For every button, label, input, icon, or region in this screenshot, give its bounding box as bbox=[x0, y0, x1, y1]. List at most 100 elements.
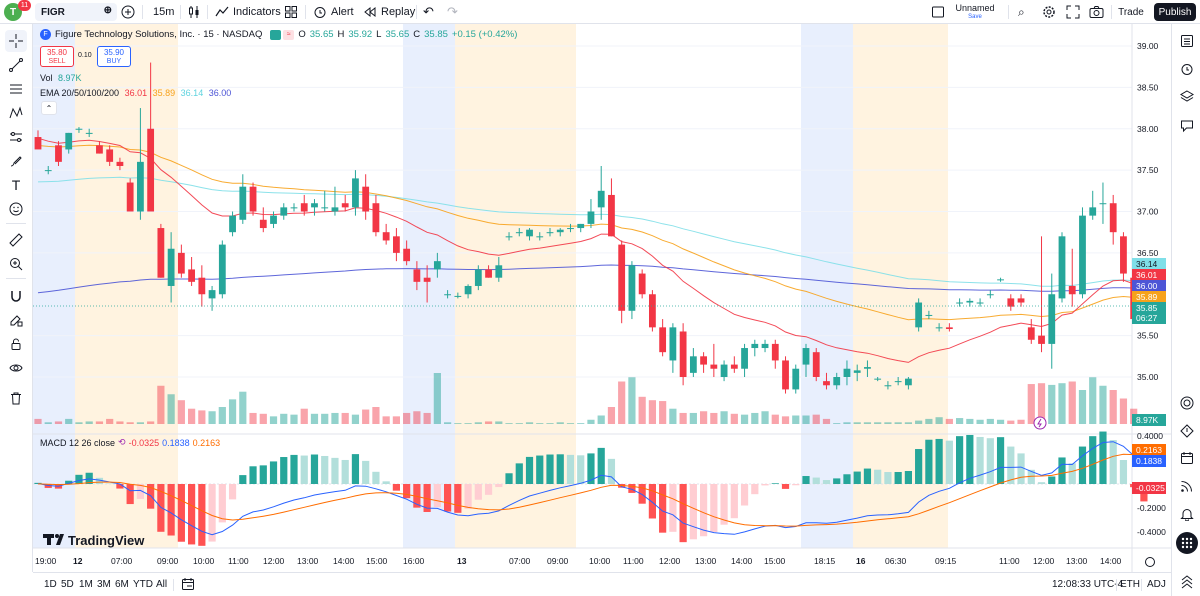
range-all[interactable]: All bbox=[156, 579, 168, 590]
candle bbox=[495, 257, 503, 282]
quick-search-button[interactable]: ⌕ bbox=[1018, 3, 1025, 21]
news-button[interactable] bbox=[1176, 475, 1198, 497]
trade-button[interactable]: Trade bbox=[1118, 6, 1144, 18]
volume-bar bbox=[423, 412, 431, 424]
ruler-tool[interactable] bbox=[5, 229, 27, 251]
candle bbox=[567, 223, 574, 233]
alerts-panel-button[interactable] bbox=[1176, 58, 1198, 80]
templates-button[interactable] bbox=[284, 3, 298, 21]
session-toggle[interactable]: ETH bbox=[1120, 579, 1140, 590]
buy-button[interactable]: 35.90 BUY bbox=[97, 46, 131, 67]
chart-type-button[interactable] bbox=[187, 3, 201, 21]
interval-button[interactable]: 15m bbox=[153, 3, 174, 21]
zoom-tool[interactable] bbox=[5, 253, 27, 275]
object-tree-button[interactable] bbox=[1176, 86, 1198, 108]
candle-body bbox=[341, 203, 349, 208]
ideas-button[interactable] bbox=[1176, 420, 1198, 442]
candle bbox=[65, 132, 73, 154]
sell-button[interactable]: 35.80 SELL bbox=[40, 46, 74, 67]
adjustment-toggle[interactable]: ADJ bbox=[1147, 579, 1166, 590]
watchlist-button[interactable] bbox=[1176, 30, 1198, 52]
candle-body bbox=[413, 269, 421, 282]
chart-area[interactable]: 39.00 38.50 38.00 37.50 37.00 36.50 35.50 35.00… bbox=[33, 24, 1171, 572]
target-button[interactable] bbox=[1176, 392, 1198, 414]
axis-settings-button[interactable] bbox=[1145, 557, 1155, 567]
volume-bar bbox=[822, 418, 831, 424]
compare-button[interactable] bbox=[121, 3, 135, 21]
macd-histogram-bar bbox=[1068, 463, 1076, 484]
layout-checkbox[interactable] bbox=[931, 3, 945, 21]
user-avatar[interactable]: T bbox=[4, 3, 22, 21]
text-tool[interactable]: T bbox=[5, 174, 27, 196]
range-ytd[interactable]: YTD bbox=[133, 579, 153, 590]
range-1d[interactable]: 1D bbox=[44, 579, 57, 590]
help-button[interactable] bbox=[1176, 571, 1198, 593]
stay-drawing-tool[interactable] bbox=[5, 309, 27, 331]
forecast-tool[interactable] bbox=[5, 126, 27, 148]
range-5d[interactable]: 5D bbox=[61, 579, 74, 590]
macd-histogram-bar bbox=[228, 484, 237, 500]
collapse-legend-button[interactable]: ⌃ bbox=[41, 101, 57, 115]
range-1m[interactable]: 1M bbox=[79, 579, 93, 590]
magnet-tool[interactable] bbox=[5, 285, 27, 307]
calendar-button[interactable] bbox=[1176, 447, 1198, 469]
macd-legend[interactable]: MACD 12 26 close ⟲ -0.0325 0.1838 0.2163 bbox=[40, 437, 220, 448]
ema-legend[interactable]: EMA 20/50/100/200 36.01 35.89 36.14 36.0… bbox=[40, 88, 231, 98]
volume-bar bbox=[976, 419, 984, 424]
scroll-to-realtime-button[interactable] bbox=[1033, 416, 1047, 430]
volume-bar bbox=[884, 422, 892, 424]
macd-axis[interactable]: 0.4000 -0.2000 -0.4000 bbox=[1137, 431, 1166, 537]
snapshot-button[interactable] bbox=[1089, 3, 1104, 21]
symbol-title[interactable]: Figure Technology Solutions, Inc. · 15 ·… bbox=[55, 29, 263, 40]
clock-display[interactable]: 12:08:33 UTC-4 bbox=[1052, 579, 1124, 590]
fullscreen-button[interactable] bbox=[1066, 3, 1080, 21]
redo-button[interactable]: ↷ bbox=[447, 3, 458, 21]
settings-button[interactable] bbox=[1042, 3, 1056, 21]
candle bbox=[597, 165, 605, 220]
volume-bar bbox=[228, 399, 237, 424]
indicators-button[interactable]: Indicators bbox=[215, 3, 281, 21]
candle-body bbox=[116, 161, 124, 166]
volume-bar bbox=[382, 416, 390, 424]
brush-tool[interactable] bbox=[5, 150, 27, 172]
volume-bar bbox=[310, 413, 319, 424]
candle-body bbox=[536, 236, 544, 238]
tradingview-watermark[interactable]: TradingView bbox=[43, 525, 145, 548]
candle bbox=[280, 203, 288, 220]
hide-drawings-tool[interactable] bbox=[5, 357, 27, 379]
price-axis[interactable]: 39.00 38.50 38.00 37.50 37.00 36.50 35.50 35.00 bbox=[1137, 41, 1159, 382]
delete-tool[interactable] bbox=[5, 387, 27, 409]
publish-button[interactable]: Publish bbox=[1154, 3, 1196, 21]
crosshair-tool[interactable] bbox=[5, 30, 27, 52]
volume-bar bbox=[700, 411, 708, 424]
undo-button[interactable]: ↶ bbox=[423, 3, 434, 21]
fib-retracement-icon bbox=[10, 84, 22, 94]
chats-button[interactable] bbox=[1176, 115, 1198, 137]
time-axis-label: 14:00 bbox=[1100, 556, 1122, 566]
time-axis[interactable]: 19:00 12 07:00 09:00 10:00 11:00 12:00 13:00 14:… bbox=[35, 556, 1122, 566]
candle bbox=[218, 240, 226, 299]
alert-button[interactable]: Alert bbox=[313, 3, 354, 21]
range-6m[interactable]: 6M bbox=[115, 579, 129, 590]
notifications-button[interactable] bbox=[1176, 503, 1198, 525]
notification-badge: 11 bbox=[18, 0, 31, 11]
macd-histogram-bar bbox=[996, 437, 1005, 484]
replay-button[interactable]: Replay bbox=[363, 3, 415, 21]
layout-name-button[interactable]: Unnamed Save bbox=[950, 3, 1000, 23]
session-band bbox=[455, 24, 576, 548]
volume-bar bbox=[85, 421, 93, 424]
icon-tool[interactable] bbox=[5, 198, 27, 220]
symbol-search-input[interactable]: FIGR ⊕ bbox=[35, 3, 117, 21]
volume-bar bbox=[515, 423, 523, 424]
trend-line-tool[interactable] bbox=[5, 54, 27, 76]
pattern-tool[interactable] bbox=[5, 102, 27, 124]
range-3m[interactable]: 3M bbox=[97, 579, 111, 590]
candle bbox=[945, 323, 953, 332]
products-button[interactable] bbox=[1176, 532, 1198, 554]
candle bbox=[679, 323, 687, 386]
volume-legend[interactable]: Vol 8.97K bbox=[40, 73, 82, 83]
candle bbox=[239, 174, 247, 224]
go-to-date-button[interactable] bbox=[181, 577, 195, 596]
lock-tool[interactable] bbox=[5, 333, 27, 355]
fib-tool[interactable] bbox=[5, 78, 27, 100]
